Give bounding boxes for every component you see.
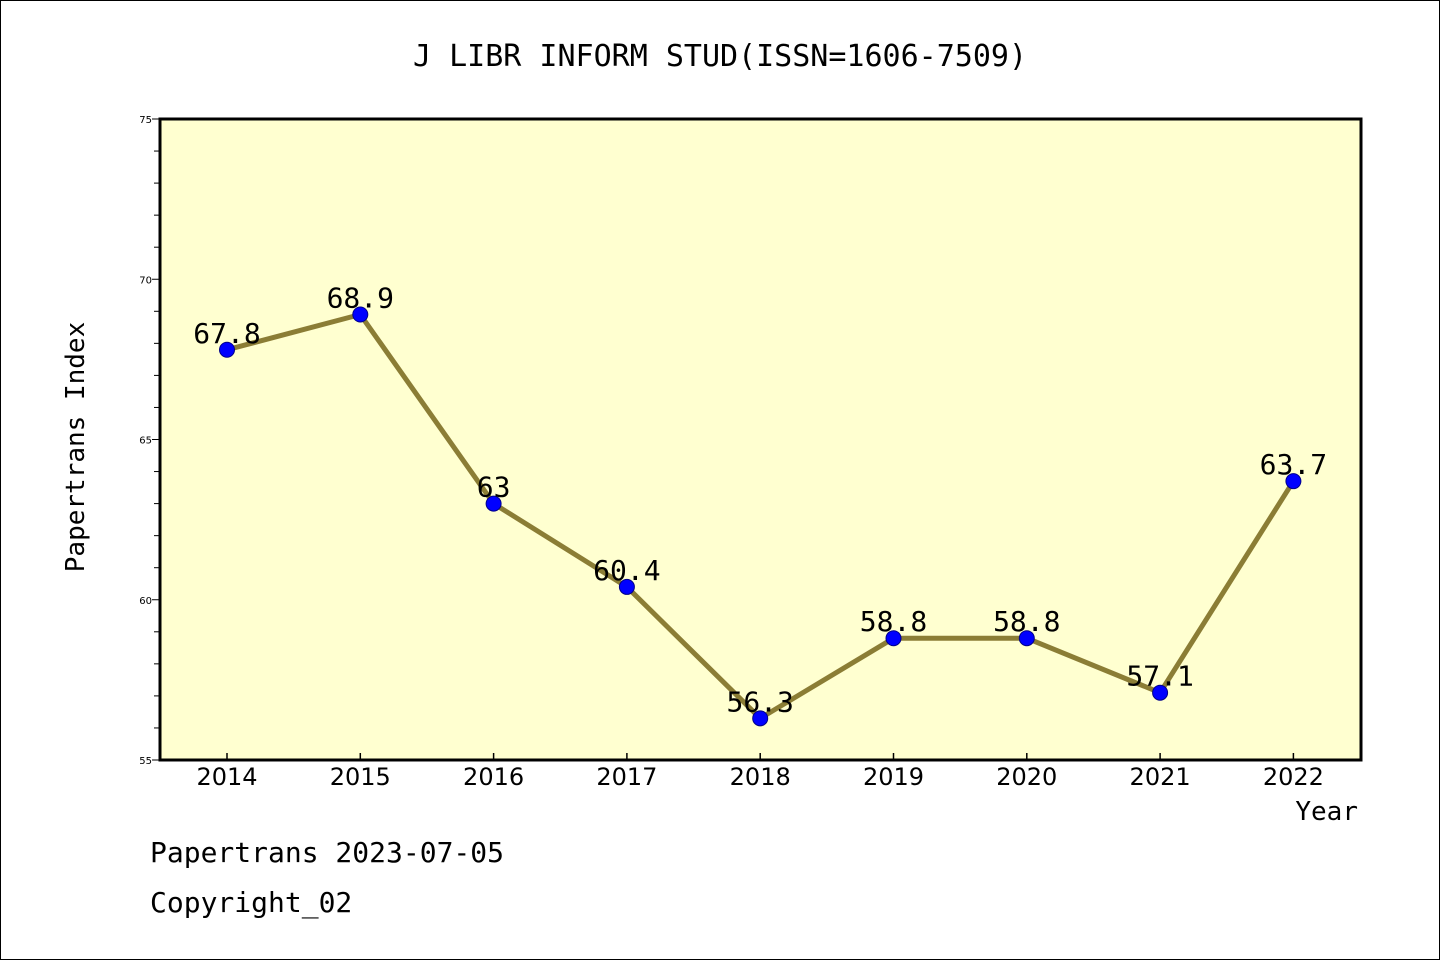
x-tick-label: 2016 [463,763,524,791]
footer-copyright: Copyright_02 [150,886,353,919]
y-tick-label: 55 [139,756,152,767]
data-point [752,710,769,727]
x-tick-label: 2021 [1130,763,1191,791]
x-tick-label: 2015 [330,763,391,791]
data-point [219,341,235,358]
data-point [1018,630,1035,647]
x-tick-label: 2018 [730,763,791,791]
data-point [485,495,502,512]
y-axis: 55 60 65 70 75 [139,115,160,767]
chart-title: J LIBR INFORM STUD(ISSN=1606-7509) [413,39,1027,74]
y-tick-label: 70 [139,275,152,286]
y-tick-label: 65 [139,436,152,447]
x-tick-label: 2014 [196,763,257,791]
data-points [219,306,1302,727]
x-tick-label: 2017 [596,763,657,791]
data-point [352,306,369,323]
data-point [1152,684,1169,701]
data-label: 58.8 [993,605,1060,638]
plot-area [158,117,1363,762]
x-tick-label: 2022 [1263,763,1324,791]
data-point [1285,473,1302,490]
y-axis-label: Papertrans Index [61,322,91,572]
data-label: 63.7 [1260,448,1327,481]
data-labels: 67.8 68.9 63 60.4 56.3 58.8 58.8 57.1 63.7 [193,282,1327,719]
data-label: 56.3 [726,685,793,718]
data-label: 67.8 [193,317,260,350]
x-tick-label: 2019 [863,763,924,791]
x-tick-label: 2020 [996,763,1057,791]
data-label: 57.1 [1126,660,1193,693]
footer-date: Papertrans 2023-07-05 [150,836,505,869]
data-label: 58.8 [860,605,927,638]
y-tick-label: 60 [139,596,152,607]
data-label: 60.4 [593,554,660,587]
data-label: 63 [477,471,511,504]
x-axis: 2014 2015 2016 2017 2018 2019 2020 2021 2022 [196,753,1324,791]
data-point [618,578,635,595]
y-tick-label: 75 [139,115,152,126]
data-point [885,630,902,647]
data-label: 68.9 [327,282,394,315]
x-axis-label: Year [1295,797,1358,827]
